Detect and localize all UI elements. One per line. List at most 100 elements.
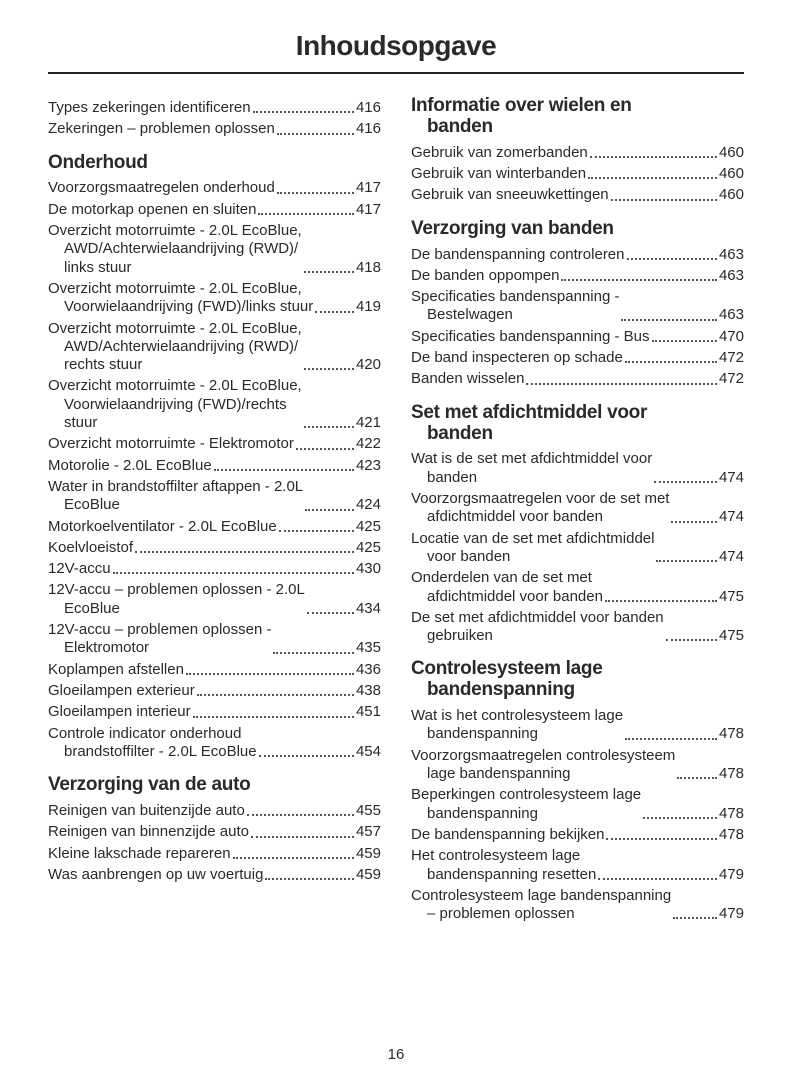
toc-leader-dots	[611, 199, 717, 201]
toc-entry[interactable]: Zekeringen – problemen oplossen416	[48, 120, 381, 138]
toc-entry-title: Was aanbrengen op uw voertuig	[48, 866, 263, 884]
toc-leader-dots	[656, 560, 716, 562]
toc-leader-dots	[671, 521, 716, 523]
toc-entry[interactable]: De band inspecteren op schade472	[411, 349, 744, 367]
toc-entry-title: Overzicht motorruimte - 2.0L EcoBlue,Voo…	[48, 377, 302, 432]
toc-entry[interactable]: Wat is het controlesysteem lagebandenspa…	[411, 707, 744, 744]
toc-leader-dots	[315, 311, 354, 313]
toc-entry[interactable]: Overzicht motorruimte - 2.0L EcoBlue,AWD…	[48, 320, 381, 375]
toc-entry[interactable]: Reinigen van buitenzijde auto455	[48, 802, 381, 820]
toc-entry[interactable]: Specificaties bandenspanning - Bus470	[411, 328, 744, 346]
toc-entry[interactable]: Gebruik van sneeuwkettingen460	[411, 186, 744, 204]
page-number: 16	[0, 1046, 792, 1063]
toc-entry[interactable]: Gloeilampen interieur451	[48, 703, 381, 721]
toc-entry-page: 417	[356, 179, 381, 197]
toc-entry-page: 423	[356, 457, 381, 475]
toc-leader-dots	[233, 857, 354, 859]
toc-entry-title: Voorzorgsmaatregelen onderhoud	[48, 179, 275, 197]
toc-entry-page: 422	[356, 435, 381, 453]
toc-entry[interactable]: Was aanbrengen op uw voertuig459	[48, 866, 381, 884]
toc-entry[interactable]: Reinigen van binnenzijde auto457	[48, 823, 381, 841]
page-title: Inhoudsopgave	[48, 30, 744, 62]
toc-leader-dots	[590, 156, 717, 158]
toc-entry-page: 460	[719, 186, 744, 204]
toc-entry[interactable]: Motorolie - 2.0L EcoBlue423	[48, 457, 381, 475]
toc-entry[interactable]: Overzicht motorruimte - 2.0L EcoBlue,AWD…	[48, 222, 381, 277]
toc-entry[interactable]: Controle indicator onderhoudbrandstoffil…	[48, 725, 381, 762]
toc-entry[interactable]: Kleine lakschade repareren459	[48, 845, 381, 863]
toc-entry[interactable]: 12V-accu – problemen oplossen -Elektromo…	[48, 621, 381, 658]
toc-entry-page: 460	[719, 144, 744, 162]
toc-entry[interactable]: Voorzorgsmaatregelen controlesysteemlage…	[411, 747, 744, 784]
toc-entry-title: De motorkap openen en sluiten	[48, 201, 256, 219]
toc-entry-page: 478	[719, 805, 744, 823]
toc-entry-title: De band inspecteren op schade	[411, 349, 623, 367]
toc-entry-title: Gebruik van winterbanden	[411, 165, 586, 183]
toc-entry[interactable]: Specificaties bandenspanning -Bestelwage…	[411, 288, 744, 325]
toc-entry[interactable]: De motorkap openen en sluiten417	[48, 201, 381, 219]
toc-entry-page: 460	[719, 165, 744, 183]
toc-entry[interactable]: Beperkingen controlesysteem lagebandensp…	[411, 786, 744, 823]
toc-entry[interactable]: De banden oppompen463	[411, 267, 744, 285]
toc-leader-dots	[304, 426, 354, 428]
toc-entry-page: 479	[719, 905, 744, 923]
toc-entry-title: Reinigen van binnenzijde auto	[48, 823, 249, 841]
toc-entry-page: 475	[719, 627, 744, 645]
toc-entry-page: 421	[356, 414, 381, 432]
toc-entry[interactable]: Locatie van de set met afdichtmiddelvoor…	[411, 530, 744, 567]
toc-entry-title: Gloeilampen interieur	[48, 703, 191, 721]
toc-entry-page: 474	[719, 508, 744, 526]
toc-entry-page: 425	[356, 539, 381, 557]
toc-entry[interactable]: Voorzorgsmaatregelen voor de set metafdi…	[411, 490, 744, 527]
toc-leader-dots	[258, 213, 353, 215]
toc-leader-dots	[113, 572, 354, 574]
toc-entry[interactable]: Motorkoelventilator - 2.0L EcoBlue425	[48, 518, 381, 536]
toc-entry-title: De bandenspanning controleren	[411, 246, 625, 264]
toc-entry[interactable]: Voorzorgsmaatregelen onderhoud 417	[48, 179, 381, 197]
toc-entry-page: 478	[719, 826, 744, 844]
toc-entry[interactable]: Water in brandstoffilter aftappen - 2.0L…	[48, 478, 381, 515]
toc-entry[interactable]: Banden wisselen472	[411, 370, 744, 388]
toc-entry-page: 463	[719, 267, 744, 285]
toc-entry-title: De bandenspanning bekijken	[411, 826, 604, 844]
toc-leader-dots	[598, 878, 717, 880]
toc-entry[interactable]: Overzicht motorruimte - Elektromotor422	[48, 435, 381, 453]
toc-entry-page: 475	[719, 588, 744, 606]
toc-entry[interactable]: Koplampen afstellen436	[48, 661, 381, 679]
toc-entry[interactable]: Types zekeringen identificeren416	[48, 99, 381, 117]
toc-entry[interactable]: Overzicht motorruimte - 2.0L EcoBlue,Voo…	[48, 280, 381, 317]
toc-entry[interactable]: 12V-accu – problemen oplossen - 2.0LEcoB…	[48, 581, 381, 618]
toc-leader-dots	[265, 878, 354, 880]
toc-entry[interactable]: Gloeilampen exterieur438	[48, 682, 381, 700]
toc-entry[interactable]: 12V-accu430	[48, 560, 381, 578]
toc-leader-dots	[625, 361, 717, 363]
toc-leader-dots	[214, 469, 354, 471]
toc-entry[interactable]: Gebruik van winterbanden 460	[411, 165, 744, 183]
toc-entry[interactable]: Gebruik van zomerbanden460	[411, 144, 744, 162]
toc-leader-dots	[277, 133, 354, 135]
toc-entry-page: 434	[356, 600, 381, 618]
toc-leader-dots	[561, 279, 717, 281]
toc-leader-dots	[273, 652, 353, 654]
toc-entry[interactable]: Wat is de set met afdichtmiddel voorband…	[411, 450, 744, 487]
toc-entry[interactable]: Het controlesysteem lagebandenspanning r…	[411, 847, 744, 884]
toc-entry[interactable]: De bandenspanning bekijken 478	[411, 826, 744, 844]
toc-entry[interactable]: Overzicht motorruimte - 2.0L EcoBlue,Voo…	[48, 377, 381, 432]
toc-entry-page: 424	[356, 496, 381, 514]
toc-entry-title: Banden wisselen	[411, 370, 524, 388]
toc-entry[interactable]: De bandenspanning controleren463	[411, 246, 744, 264]
toc-entry-page: 454	[356, 743, 381, 761]
toc-leader-dots	[186, 673, 354, 675]
toc-entry-page: 438	[356, 682, 381, 700]
toc-leader-dots	[259, 755, 354, 757]
toc-entry-page: 430	[356, 560, 381, 578]
toc-leader-dots	[627, 258, 717, 260]
toc-entry[interactable]: Onderdelen van de set metafdichtmiddel v…	[411, 569, 744, 606]
toc-entry-title: Reinigen van buitenzijde auto	[48, 802, 245, 820]
section-heading: Informatie over wielen enbanden	[411, 96, 744, 138]
toc-entry[interactable]: Controlesysteem lage bandenspanning– pro…	[411, 887, 744, 924]
toc-entry-page: 479	[719, 866, 744, 884]
toc-entry[interactable]: Koelvloeistof425	[48, 539, 381, 557]
toc-entry[interactable]: De set met afdichtmiddel voor bandengebr…	[411, 609, 744, 646]
toc-entry-title: Types zekeringen identificeren	[48, 99, 251, 117]
